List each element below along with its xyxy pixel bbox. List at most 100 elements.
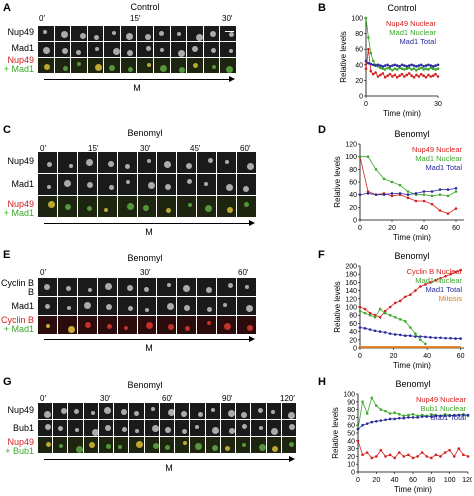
y-tick-label: 200	[345, 264, 357, 271]
time-label: 15′	[130, 14, 141, 23]
y-tick-label: 20	[347, 454, 355, 461]
data-point	[383, 311, 387, 315]
cell-signal	[84, 321, 91, 328]
micrograph-frame	[205, 437, 220, 453]
cell-signal	[123, 325, 128, 330]
micrograph-frame	[217, 316, 237, 334]
micrograph-frame	[97, 196, 117, 217]
micrograph-frame	[187, 42, 203, 57]
row-label-merge: Cyclin B + Mad1	[0, 315, 34, 335]
cell-signal	[166, 283, 171, 288]
panel-a-title: Control	[130, 2, 160, 12]
data-point	[393, 67, 397, 70]
data-point	[430, 415, 433, 418]
micrograph-frame	[237, 297, 256, 315]
data-point	[374, 71, 377, 74]
micrograph-frame	[120, 26, 137, 41]
data-point	[358, 326, 362, 329]
micrograph-frame	[190, 403, 205, 419]
data-point	[410, 63, 413, 67]
data-point	[422, 74, 425, 78]
data-point	[397, 451, 401, 454]
cell-signal	[242, 442, 247, 447]
data-point	[446, 188, 450, 191]
micrograph-frame	[137, 26, 154, 41]
cell-signal	[126, 32, 134, 40]
micrograph-frame	[38, 196, 57, 217]
micrograph-frame	[197, 297, 217, 315]
data-point	[429, 75, 433, 78]
data-point	[403, 320, 407, 323]
x-tick-label: 100	[444, 477, 456, 484]
chart-b: Control 0 20 40 60 80 100 0 30 Time (min) Relative…	[339, 3, 442, 118]
data-point	[382, 177, 386, 181]
micrograph-frame	[220, 58, 236, 73]
micrograph-frame	[177, 152, 197, 173]
data-point	[388, 313, 392, 317]
chart-title: Benomyl	[394, 251, 429, 261]
micrograph-frame	[114, 437, 129, 453]
data-point	[367, 47, 370, 51]
data-point	[411, 416, 415, 419]
time-label: 30′	[140, 144, 151, 153]
data-point	[409, 334, 412, 337]
y-tick-label: 120	[345, 142, 357, 149]
micrograph-frame	[159, 403, 175, 419]
cell-signal	[44, 63, 51, 70]
cell-signal	[181, 410, 188, 417]
cell-signal	[75, 427, 80, 432]
data-point	[383, 75, 387, 79]
y-tick-label: 20	[349, 337, 357, 344]
data-point	[367, 36, 370, 39]
data-point	[429, 64, 433, 67]
x-tick-label: 0	[364, 101, 368, 108]
arrow-head-icon	[249, 220, 255, 226]
micrograph-frame	[77, 297, 97, 315]
data-point	[370, 456, 374, 460]
micrograph-frame	[38, 316, 57, 334]
cell-signal	[184, 305, 191, 312]
data-point	[422, 199, 426, 203]
cell-signal	[67, 326, 75, 334]
cell-signal	[208, 158, 214, 164]
data-point	[375, 404, 378, 407]
row-label: Bub1	[12, 423, 34, 433]
cell-signal	[64, 180, 72, 188]
micrograph-frame	[144, 403, 159, 419]
cell-signal	[61, 407, 68, 414]
micrograph-frame	[220, 403, 236, 419]
micrograph-frame	[203, 26, 220, 41]
data-point	[459, 337, 462, 340]
micrograph-frame	[114, 420, 129, 436]
data-point	[414, 192, 418, 195]
data-point	[393, 417, 396, 421]
cell-signal	[61, 31, 69, 39]
mitosis-arrow	[44, 459, 290, 460]
cell-signal	[177, 32, 182, 37]
cell-signal	[127, 66, 133, 72]
data-point	[439, 336, 442, 340]
data-point	[411, 456, 415, 460]
cell-signal	[143, 205, 150, 212]
data-point	[406, 196, 410, 200]
data-point	[379, 448, 383, 452]
data-point	[434, 68, 437, 71]
cell-signal	[243, 202, 249, 208]
micrograph-frame	[57, 297, 77, 315]
micrograph-frame	[159, 420, 175, 436]
chart-title: Benomyl	[395, 379, 430, 389]
micrograph-frame	[157, 278, 177, 296]
cell-signal	[182, 441, 187, 446]
time-label: 60′	[240, 144, 251, 153]
micrograph-frame	[217, 152, 237, 173]
time-label: 45′	[190, 144, 201, 153]
x-tick-label: 60	[457, 353, 465, 360]
arrow-head-icon	[289, 456, 295, 462]
data-point	[422, 65, 425, 68]
cell-signal	[185, 325, 191, 331]
data-point	[388, 417, 392, 421]
cell-signal	[105, 443, 111, 449]
x-tick-label: 0	[356, 477, 360, 484]
cell-signal	[168, 323, 175, 330]
data-point	[390, 180, 394, 184]
